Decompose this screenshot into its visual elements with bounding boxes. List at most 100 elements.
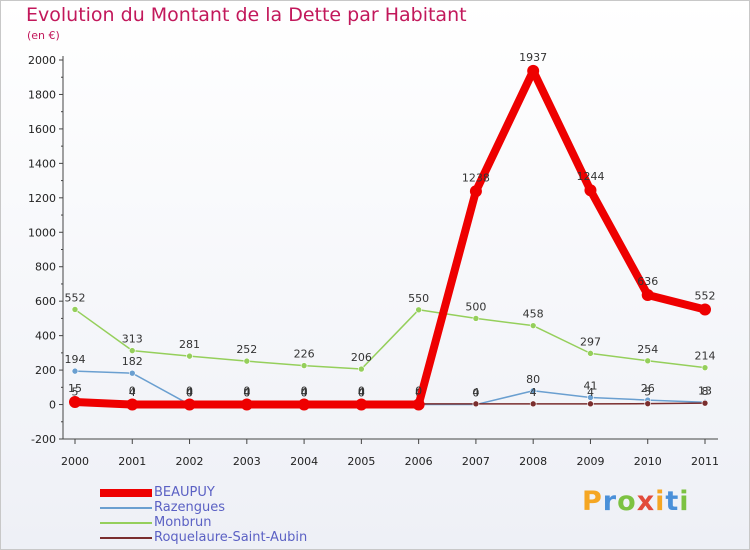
legend-item-roquelaure[interactable]: Roquelaure-Saint-Aubin [100,531,360,546]
x-tick-label: 2004 [290,455,318,468]
legend-swatch-razengues [100,507,152,509]
data-point-monbrun [358,365,365,373]
data-point-monbrun [300,362,308,369]
legend-item-beaupuy[interactable]: BEAUPUY [100,486,360,501]
data-point-beaupuy [641,288,654,301]
data-label-razengues: 0 [186,387,193,400]
data-label-beaupuy: 0 [358,385,365,398]
x-tick-label: 2000 [61,455,89,468]
data-label-roquelaure-saint-aubin: 8 [702,385,709,398]
x-tick-label: 2001 [118,455,146,468]
data-label-roquelaure-saint-aubin: 4 [129,386,136,399]
x-tick-label: 2002 [176,455,204,468]
data-label-monbrun: 550 [408,292,429,305]
data-label-beaupuy: 0 [243,385,250,398]
logo-letter: t [665,486,680,517]
data-label-monbrun: 206 [351,351,372,364]
y-tick-label: 800 [35,261,56,274]
x-tick-label: 2009 [576,455,604,468]
data-label-razengues: 182 [122,355,143,368]
proxiti-logo[interactable]: Proxiti [582,486,690,517]
data-point-beaupuy [527,64,540,77]
data-point-roquelaure-saint-aubin [701,399,709,407]
data-label-monbrun: 281 [179,338,200,351]
data-point-beaupuy [699,303,711,316]
series-line-razengues [74,370,706,406]
data-label-monbrun: 254 [637,343,658,356]
legend-item-razengues[interactable]: Razengues [100,501,360,516]
data-label-monbrun: 252 [236,343,257,356]
data-label-roquelaure-saint-aubin: 4 [243,386,250,399]
data-point-monbrun [243,357,251,365]
logo-letter: o [617,486,637,517]
legend-label-monbrun: Monbrun [154,515,212,530]
y-tick-label: 1600 [28,123,56,136]
data-label-roquelaure-saint-aubin: 4 [186,386,193,399]
x-tick-label: 2008 [519,455,547,468]
logo-letter: i [679,486,690,517]
logo-letter: x [636,486,656,517]
data-label-monbrun: 500 [465,300,486,313]
y-tick-label: 1200 [28,192,56,205]
data-label-beaupuy: 552 [695,289,716,302]
data-point-roquelaure-saint-aubin [529,400,537,408]
data-point-beaupuy [183,398,196,411]
data-label-beaupuy: 636 [637,275,658,288]
data-label-monbrun: 313 [122,333,143,346]
y-tick-label: 1800 [28,88,56,101]
data-label-razengues: 80 [526,373,540,386]
data-point-monbrun [71,306,79,313]
x-tick-label: 2005 [347,455,375,468]
data-point-roquelaure-saint-aubin [587,400,594,408]
data-point-beaupuy [355,398,368,411]
legend-item-monbrun[interactable]: Monbrun [100,516,360,531]
x-tick-label: 2003 [233,455,261,468]
x-tick-label: 2010 [634,455,662,468]
y-tick-label: 0 [49,399,56,412]
data-point-roquelaure-saint-aubin [472,400,480,408]
chart-subtitle: (en €) [27,29,60,42]
x-tick-label: 2006 [405,455,433,468]
data-label-beaupuy: 1937 [519,51,547,64]
data-label-monbrun: 226 [294,348,315,361]
data-label-beaupuy: 0 [415,385,422,398]
y-tick-label: 400 [35,330,56,343]
data-label-beaupuy: 15 [68,382,82,395]
data-label-monbrun: 552 [65,291,86,304]
logo-letter: r [602,486,618,517]
series-line-beaupuy [71,66,709,409]
data-point-razengues [587,394,594,401]
x-tick-label: 2011 [691,455,719,468]
y-tick-label: 1000 [28,226,56,239]
data-label-monbrun: 214 [695,350,716,363]
data-label-razengues: 0 [472,387,479,400]
y-tick-label: 1400 [28,157,56,170]
data-point-razengues [529,387,537,395]
legend-label-razengues: Razengues [154,500,226,515]
data-point-beaupuy [469,185,482,198]
data-point-monbrun [415,306,422,314]
data-label-roquelaure-saint-aubin: 5 [644,386,651,399]
data-label-roquelaure-saint-aubin: 4 [530,386,537,399]
data-label-roquelaure-saint-aubin: 4 [301,386,308,399]
data-label-monbrun: 458 [523,308,544,321]
data-point-monbrun [644,357,652,365]
data-point-monbrun [472,315,480,322]
chart-title: Evolution du Montant de la Dette par Hab… [26,4,467,26]
data-point-monbrun [587,350,594,357]
data-point-beaupuy [126,398,139,411]
data-point-beaupuy [584,184,597,197]
y-tick-label: 600 [35,295,56,308]
y-tick-label: -200 [31,433,56,446]
data-label-beaupuy: 1238 [462,171,490,184]
data-point-beaupuy [240,398,253,411]
legend-swatch-roquelaure [100,537,152,539]
logo-letter: P [582,486,603,517]
logo-letter: i [655,486,666,517]
legend-swatch-beaupuy [100,489,152,497]
data-point-beaupuy [69,395,81,408]
data-point-razengues [128,369,136,377]
legend-swatch-monbrun [100,522,152,524]
data-label-razengues: 0 [243,387,250,400]
